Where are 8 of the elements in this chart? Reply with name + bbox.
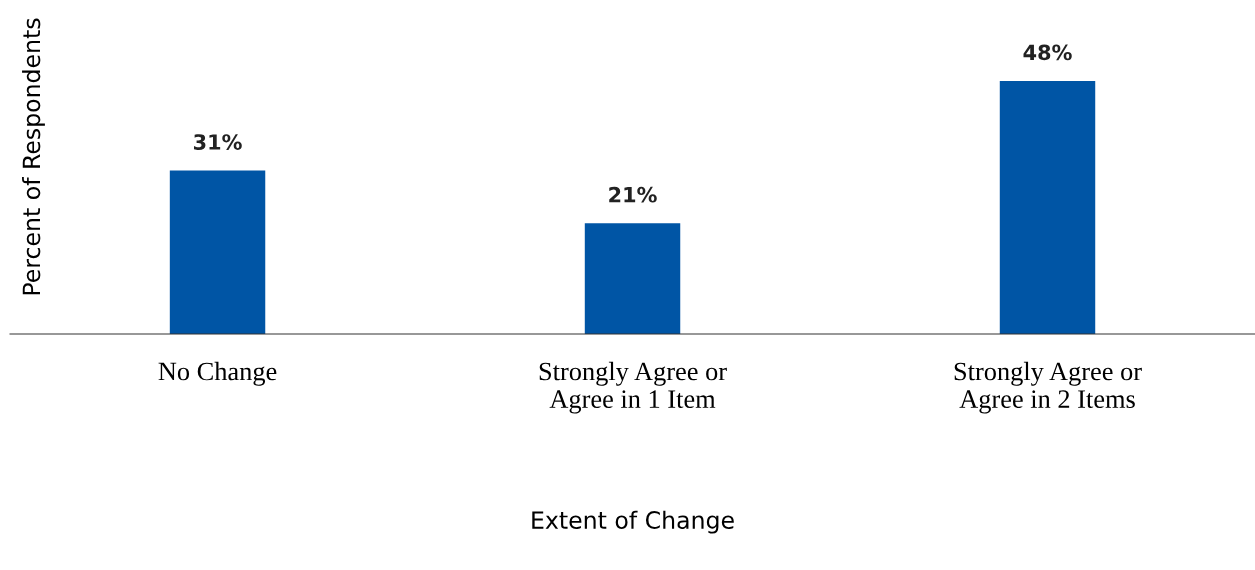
x-tick-label: No Change — [158, 361, 277, 386]
x-tick-label: Strongly Agree or Agree in 2 Items — [954, 361, 1142, 414]
x-tick-label: Strongly Agree or Agree in 1 Item — [539, 361, 727, 414]
x-axis-title: Extent of Change — [532, 510, 734, 534]
data-label: 31% — [193, 134, 242, 150]
y-axis-title: Percent of Respondents — [22, 18, 45, 295]
data-label: 48% — [1023, 44, 1072, 61]
data-label: 21% — [609, 186, 657, 203]
